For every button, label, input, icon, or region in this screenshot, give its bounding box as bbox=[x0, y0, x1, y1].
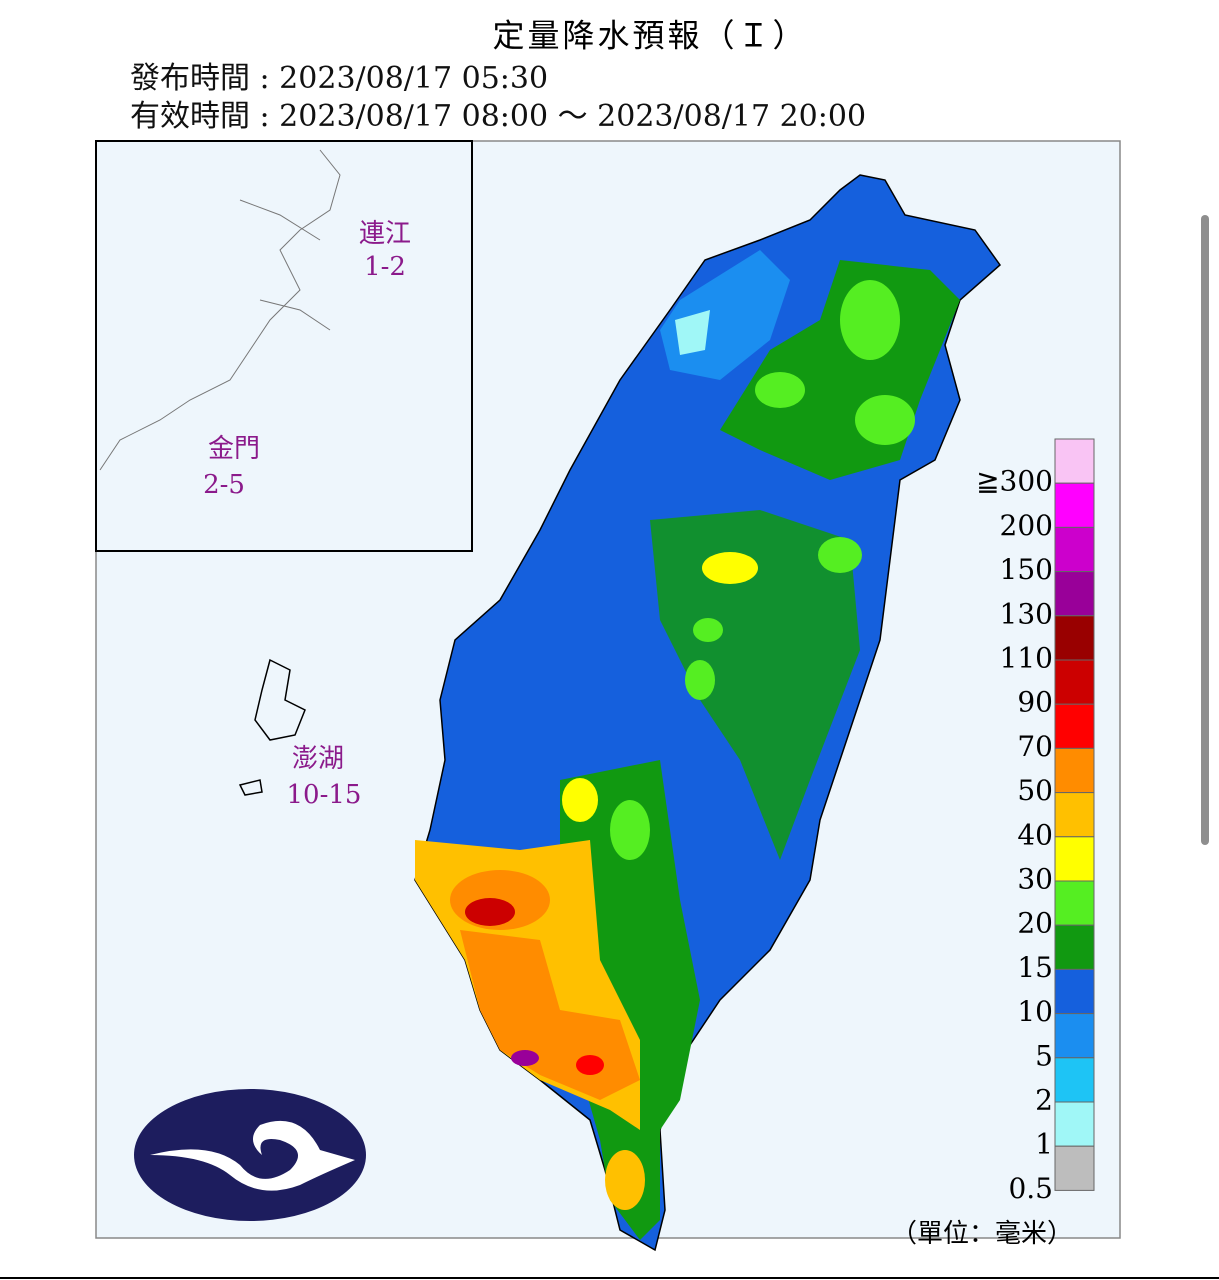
legend-label: 70 bbox=[1017, 730, 1053, 763]
penghu-outline bbox=[238, 658, 306, 796]
title: 定量降水預報（Ｉ） bbox=[492, 17, 807, 55]
legend-unit: （單位：毫米） bbox=[891, 1219, 1073, 1249]
legend-label: 130 bbox=[1000, 597, 1053, 630]
legend-swatch bbox=[1054, 792, 1095, 838]
legend-swatch bbox=[1054, 1101, 1095, 1147]
rain-area bbox=[840, 280, 900, 360]
cwa-logo bbox=[134, 1089, 366, 1221]
legend-label: 0.5 bbox=[1008, 1172, 1053, 1205]
legend-label: 5 bbox=[1035, 1039, 1053, 1072]
legend-swatch bbox=[1054, 747, 1095, 794]
rain-area bbox=[818, 537, 862, 573]
legend-label: 15 bbox=[1017, 951, 1053, 984]
legend-swatch bbox=[1054, 880, 1095, 926]
legend-label: 2 bbox=[1035, 1084, 1053, 1117]
legend-swatch bbox=[1054, 1057, 1095, 1103]
rain-area bbox=[855, 395, 915, 445]
legend-label: 1 bbox=[1035, 1128, 1053, 1161]
legend: ≧300 200 150 130 110 90 70 50 40 30 20 15 10 5 2 1 0.5 bbox=[976, 438, 1095, 1205]
valid-time: 有效時間 : 2023/08/17 08:00 ～ 2023/08/17 20:… bbox=[130, 99, 866, 134]
island-name: 金門 bbox=[208, 434, 260, 464]
legend-swatch bbox=[1054, 659, 1095, 705]
legend-label: 40 bbox=[1017, 818, 1053, 851]
legend-swatch bbox=[1054, 615, 1095, 661]
legend-swatch bbox=[1054, 1013, 1095, 1059]
island-name: 澎湖 bbox=[292, 744, 344, 774]
logo-swirl bbox=[150, 1120, 355, 1191]
legend-label: ≧300 bbox=[976, 465, 1053, 498]
legend-label: 50 bbox=[1017, 774, 1053, 807]
legend-swatch bbox=[1054, 526, 1095, 573]
rain-area bbox=[605, 1150, 645, 1210]
legend-swatch bbox=[1054, 571, 1095, 617]
legend-label: 10 bbox=[1017, 995, 1053, 1028]
coastline bbox=[99, 149, 341, 471]
legend-label: 20 bbox=[1017, 907, 1053, 940]
legend-swatch bbox=[1054, 438, 1095, 484]
legend-label: 150 bbox=[1000, 553, 1053, 586]
rain-area bbox=[465, 898, 515, 926]
rain-area bbox=[511, 1050, 539, 1066]
legend-swatch bbox=[1054, 1145, 1095, 1191]
legend-label: 200 bbox=[1000, 509, 1053, 542]
legend-swatch bbox=[1054, 924, 1095, 970]
rain-area bbox=[755, 372, 805, 408]
legend-swatch bbox=[1054, 836, 1095, 882]
coastline bbox=[239, 199, 331, 331]
rain-area bbox=[702, 552, 758, 584]
scrollbar bbox=[1201, 215, 1209, 845]
legend-label: 90 bbox=[1017, 686, 1053, 719]
rain-area bbox=[693, 618, 723, 642]
rain-area bbox=[650, 510, 860, 860]
taiwan-map bbox=[414, 174, 1002, 1252]
island-range: 1-2 bbox=[364, 252, 406, 282]
issued-time: 發布時間 : 2023/08/17 05:30 bbox=[130, 61, 548, 96]
rain-area bbox=[610, 800, 650, 860]
island-range: 2-5 bbox=[203, 470, 245, 500]
legend-swatch bbox=[1054, 968, 1095, 1015]
rain-area bbox=[562, 778, 598, 822]
legend-label: 110 bbox=[1000, 642, 1053, 675]
island-name: 連江 bbox=[359, 219, 411, 249]
legend-label: 30 bbox=[1017, 863, 1053, 896]
legend-swatch bbox=[1054, 482, 1095, 528]
rain-area bbox=[685, 660, 715, 700]
inset-frame bbox=[95, 140, 473, 552]
island-range: 10-15 bbox=[287, 780, 362, 810]
logo-ellipse bbox=[134, 1089, 366, 1221]
rain-area bbox=[560, 760, 700, 1240]
legend-swatch bbox=[1054, 703, 1095, 749]
rain-area bbox=[675, 310, 710, 355]
rain-area bbox=[576, 1055, 604, 1075]
